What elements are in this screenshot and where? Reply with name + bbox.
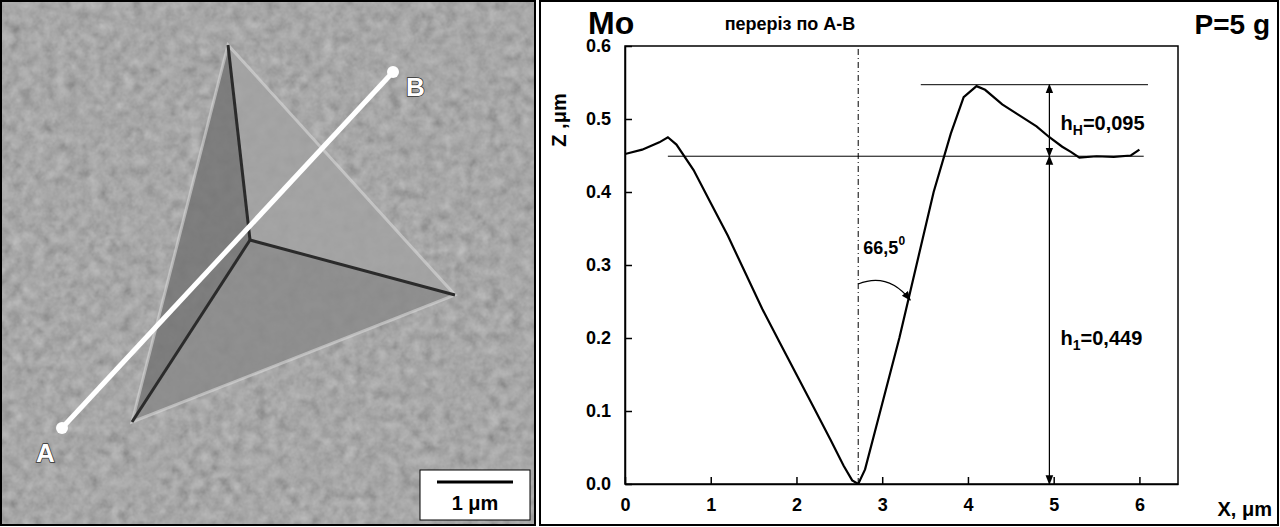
profile-line: [625, 86, 1139, 484]
x-tick-label: 0: [620, 495, 630, 515]
annotation: hH=0,095: [1061, 112, 1145, 138]
figure: AB1 μm01234560.00.10.20.30.40.50.6Moпере…: [0, 0, 1280, 527]
plot-frame: [625, 46, 1178, 484]
x-tick: 2: [792, 477, 802, 515]
annotation-symbol: h: [1061, 327, 1073, 349]
x-axis-line: [626, 484, 1179, 486]
angle-arc: [858, 280, 910, 300]
x-tick: 4: [963, 477, 973, 515]
y-tick-label: 0.1: [586, 401, 611, 421]
y-axis-title: Z ,μm: [548, 93, 570, 146]
pile-up-edge: [132, 45, 455, 422]
annotation-symbol: h: [1061, 112, 1073, 134]
indent-crease: [228, 45, 250, 240]
x-tick-label: 5: [1049, 495, 1059, 515]
annotation: h1=0,449: [1061, 327, 1143, 353]
y-axis: 0.00.10.20.30.40.50.6: [586, 36, 632, 494]
x-tick: 3: [878, 477, 888, 515]
x-tick-label: 1: [706, 495, 716, 515]
annotation-superscript: 0: [898, 234, 905, 248]
center-line: [858, 46, 859, 484]
y-tick-label: 0.0: [586, 474, 611, 494]
x-tick-mark: [1139, 477, 1141, 484]
x-tick: 6: [1135, 477, 1145, 515]
chart-subtitle: переріз по A-B: [725, 14, 856, 34]
x-tick-mark: [710, 477, 712, 484]
x-tick-mark: [882, 477, 884, 484]
x-tick-mark: [968, 477, 970, 484]
plot-area: [625, 46, 1148, 484]
y-tick: 0.4: [586, 182, 632, 202]
annotations: hH=0,095h1=0,44966,50: [858, 112, 1144, 353]
annotation: 66,50: [863, 234, 905, 258]
y-tick: 0.3: [586, 255, 632, 275]
y-tick-mark: [625, 46, 632, 48]
x-tick: 1: [706, 477, 716, 515]
point-label: B: [406, 72, 425, 102]
x-tick-label: 4: [963, 495, 973, 515]
annotation-text: =0,449: [1081, 327, 1143, 349]
y-tick-mark: [625, 265, 632, 267]
x-tick-mark: [1053, 477, 1055, 484]
reference-line: [668, 156, 1144, 157]
dimension-arrow: [1049, 85, 1050, 157]
reference-line: [921, 84, 1148, 85]
load-label: P=5 g: [1195, 9, 1270, 40]
y-tick: 0.2: [586, 328, 632, 348]
x-tick: 5: [1049, 477, 1059, 515]
y-tick: 0.5: [586, 109, 632, 129]
x-axis: 0 1 2 3 4 5 6: [620, 477, 1178, 515]
y-tick-mark: [625, 192, 632, 194]
scale-bar-label: 1 μm: [452, 492, 499, 514]
micrograph-texture: [2, 2, 534, 524]
micrograph-background: [2, 2, 534, 524]
x-axis-title: X, μm: [1218, 498, 1272, 520]
y-tick-mark: [625, 411, 632, 413]
section-end: [387, 66, 399, 78]
y-tick-label: 0.2: [586, 328, 611, 348]
chart-panel: 01234560.00.10.20.30.40.50.6Moпереріз по…: [540, 1, 1278, 525]
dimension-arrow: [1049, 156, 1050, 484]
y-tick-label: 0.4: [586, 182, 611, 202]
point-label: A: [36, 438, 55, 468]
annotation-subscript: 1: [1073, 337, 1081, 353]
micrograph-panel: A B 1 μm: [1, 1, 535, 525]
y-tick: 0.1: [586, 401, 632, 421]
y-tick-label: 0.5: [586, 109, 611, 129]
x-tick-label: 2: [792, 495, 802, 515]
panel-border: [540, 1, 1278, 525]
y-tick-label: 0.3: [586, 255, 611, 275]
y-tick-mark: [625, 119, 632, 121]
indent-crease: [250, 240, 455, 295]
y-tick-mark: [625, 338, 632, 340]
section-end: [56, 422, 68, 434]
x-tick-mark: [796, 477, 798, 484]
annotation-text: 66,5: [863, 238, 898, 258]
chart-title: Mo: [588, 5, 634, 41]
scale-bar-box: [420, 470, 530, 520]
indent-face: [132, 45, 250, 422]
x-tick-label: 6: [1135, 495, 1145, 515]
annotation-subscript: H: [1073, 122, 1083, 138]
section-line: [62, 72, 393, 428]
x-tick-label: 3: [878, 495, 888, 515]
scale-bar: [437, 481, 513, 484]
y-tick: 0.0: [586, 474, 632, 494]
y-tick-mark: [625, 484, 632, 486]
annotation-text: =0,095: [1083, 112, 1145, 134]
panel-border: [1, 1, 535, 525]
